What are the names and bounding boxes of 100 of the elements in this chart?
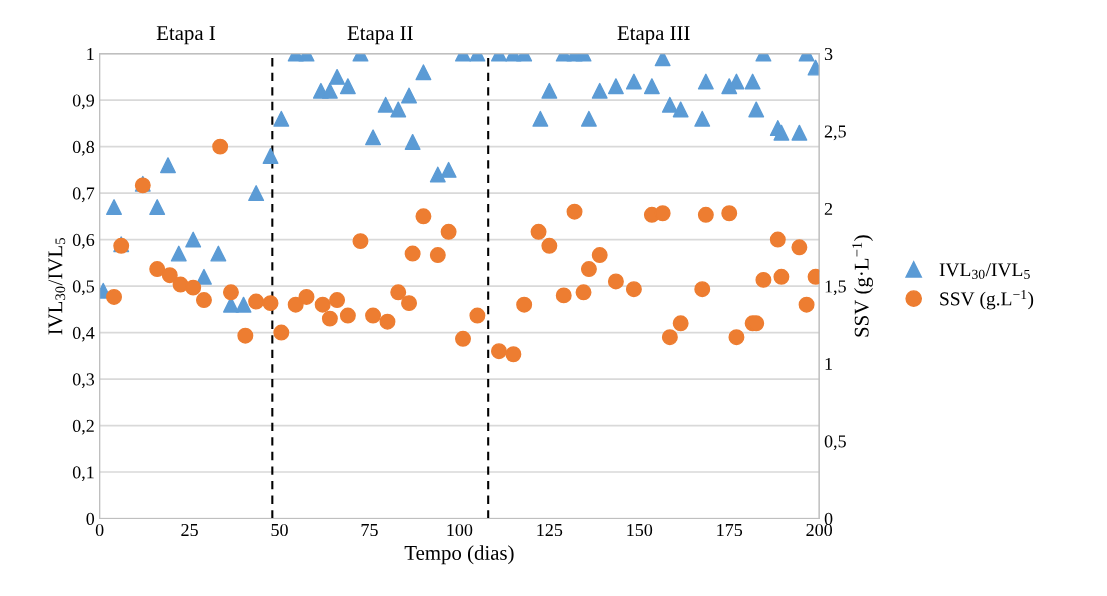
point <box>235 296 252 313</box>
point <box>694 110 711 127</box>
point <box>791 239 808 256</box>
point <box>505 346 522 363</box>
point <box>516 296 533 313</box>
point <box>352 233 369 250</box>
point <box>237 327 254 344</box>
x-tick-label: 150 <box>627 523 653 537</box>
point <box>106 288 122 305</box>
point <box>643 78 660 95</box>
point <box>149 261 166 278</box>
point <box>248 293 265 310</box>
point <box>580 261 597 278</box>
point <box>365 307 382 324</box>
y2-tick-label: 0 <box>824 512 833 525</box>
point <box>390 101 407 118</box>
point <box>379 313 396 330</box>
y2-tick-label: 2 <box>824 202 833 215</box>
x-tick-label: 100 <box>447 523 473 537</box>
x-tick-label: 125 <box>537 523 563 537</box>
y-tick-label: 0,3 <box>72 373 95 389</box>
point <box>404 245 421 262</box>
point <box>377 96 394 113</box>
point <box>390 284 407 301</box>
point <box>469 307 486 324</box>
point <box>149 199 166 216</box>
text: Etapa III <box>617 26 690 45</box>
point <box>314 296 331 313</box>
point <box>744 73 761 90</box>
point <box>721 205 738 222</box>
point <box>161 267 178 284</box>
point <box>212 138 229 155</box>
point <box>298 288 315 305</box>
point <box>160 157 176 174</box>
point <box>262 295 279 312</box>
y-tick-label: 0,4 <box>72 326 95 342</box>
point <box>607 273 624 290</box>
y2-tick-label: 0,5 <box>824 435 846 451</box>
point <box>575 284 592 301</box>
point <box>455 330 471 347</box>
legend-label: IVL$_{30}$/IVL$_{5}$ <box>939 263 1030 279</box>
point <box>591 82 608 99</box>
x-axis-title: Tempo (dias) <box>404 545 514 565</box>
point <box>440 161 457 178</box>
point <box>106 199 122 216</box>
point <box>321 310 338 327</box>
point <box>555 287 572 304</box>
point <box>248 185 265 202</box>
y2-tick-label: 1 <box>825 357 832 370</box>
x-tick-label: 175 <box>717 523 743 537</box>
point <box>661 329 678 346</box>
y-axis-title: IVL$_{30}$/IVL$_{5}$ <box>48 238 66 335</box>
point <box>541 237 558 254</box>
point <box>491 343 507 360</box>
point <box>661 96 678 113</box>
point <box>415 208 432 225</box>
point <box>654 53 671 67</box>
point <box>697 73 714 90</box>
x-tick-label: 200 <box>806 523 833 537</box>
point <box>329 292 346 309</box>
point <box>769 231 786 248</box>
x-tick-label: 0 <box>95 523 104 537</box>
point <box>530 223 547 240</box>
point <box>728 329 745 346</box>
point <box>185 231 202 248</box>
y2-tick-label: 1,5 <box>825 280 846 296</box>
point <box>672 315 689 332</box>
text: Etapa II <box>347 26 413 45</box>
x-tick-label: 75 <box>361 524 378 537</box>
point <box>262 147 279 164</box>
x-tick-label: 25 <box>181 523 198 537</box>
point <box>541 82 558 99</box>
point <box>625 73 642 90</box>
point <box>273 110 290 127</box>
point <box>287 296 304 313</box>
point <box>694 281 711 298</box>
y-tick-label: 1 <box>87 47 94 60</box>
y-tick-label: 0,6 <box>72 233 95 249</box>
y-tick-label: 0,1 <box>72 466 94 482</box>
point <box>415 64 432 81</box>
y-tick-label: 0,9 <box>72 94 95 110</box>
y-tick-label: 0,2 <box>72 419 94 435</box>
point <box>170 245 187 262</box>
point <box>773 124 790 141</box>
point <box>748 101 765 118</box>
point <box>273 324 290 341</box>
legend-label: SSV (g.L$^{−1}$) <box>940 290 1034 310</box>
text: Etapa I <box>156 26 216 45</box>
x-tick-label: 50 <box>271 523 288 537</box>
point <box>566 203 583 220</box>
point <box>195 292 212 309</box>
point <box>697 206 714 223</box>
point <box>404 133 421 150</box>
y-tick-label: 0 <box>86 512 95 525</box>
point <box>654 205 671 222</box>
point <box>440 223 457 240</box>
point <box>791 124 808 141</box>
y2-tick-label: 3 <box>824 47 833 61</box>
point <box>798 296 815 313</box>
y-tick-label: 0,7 <box>72 187 95 203</box>
